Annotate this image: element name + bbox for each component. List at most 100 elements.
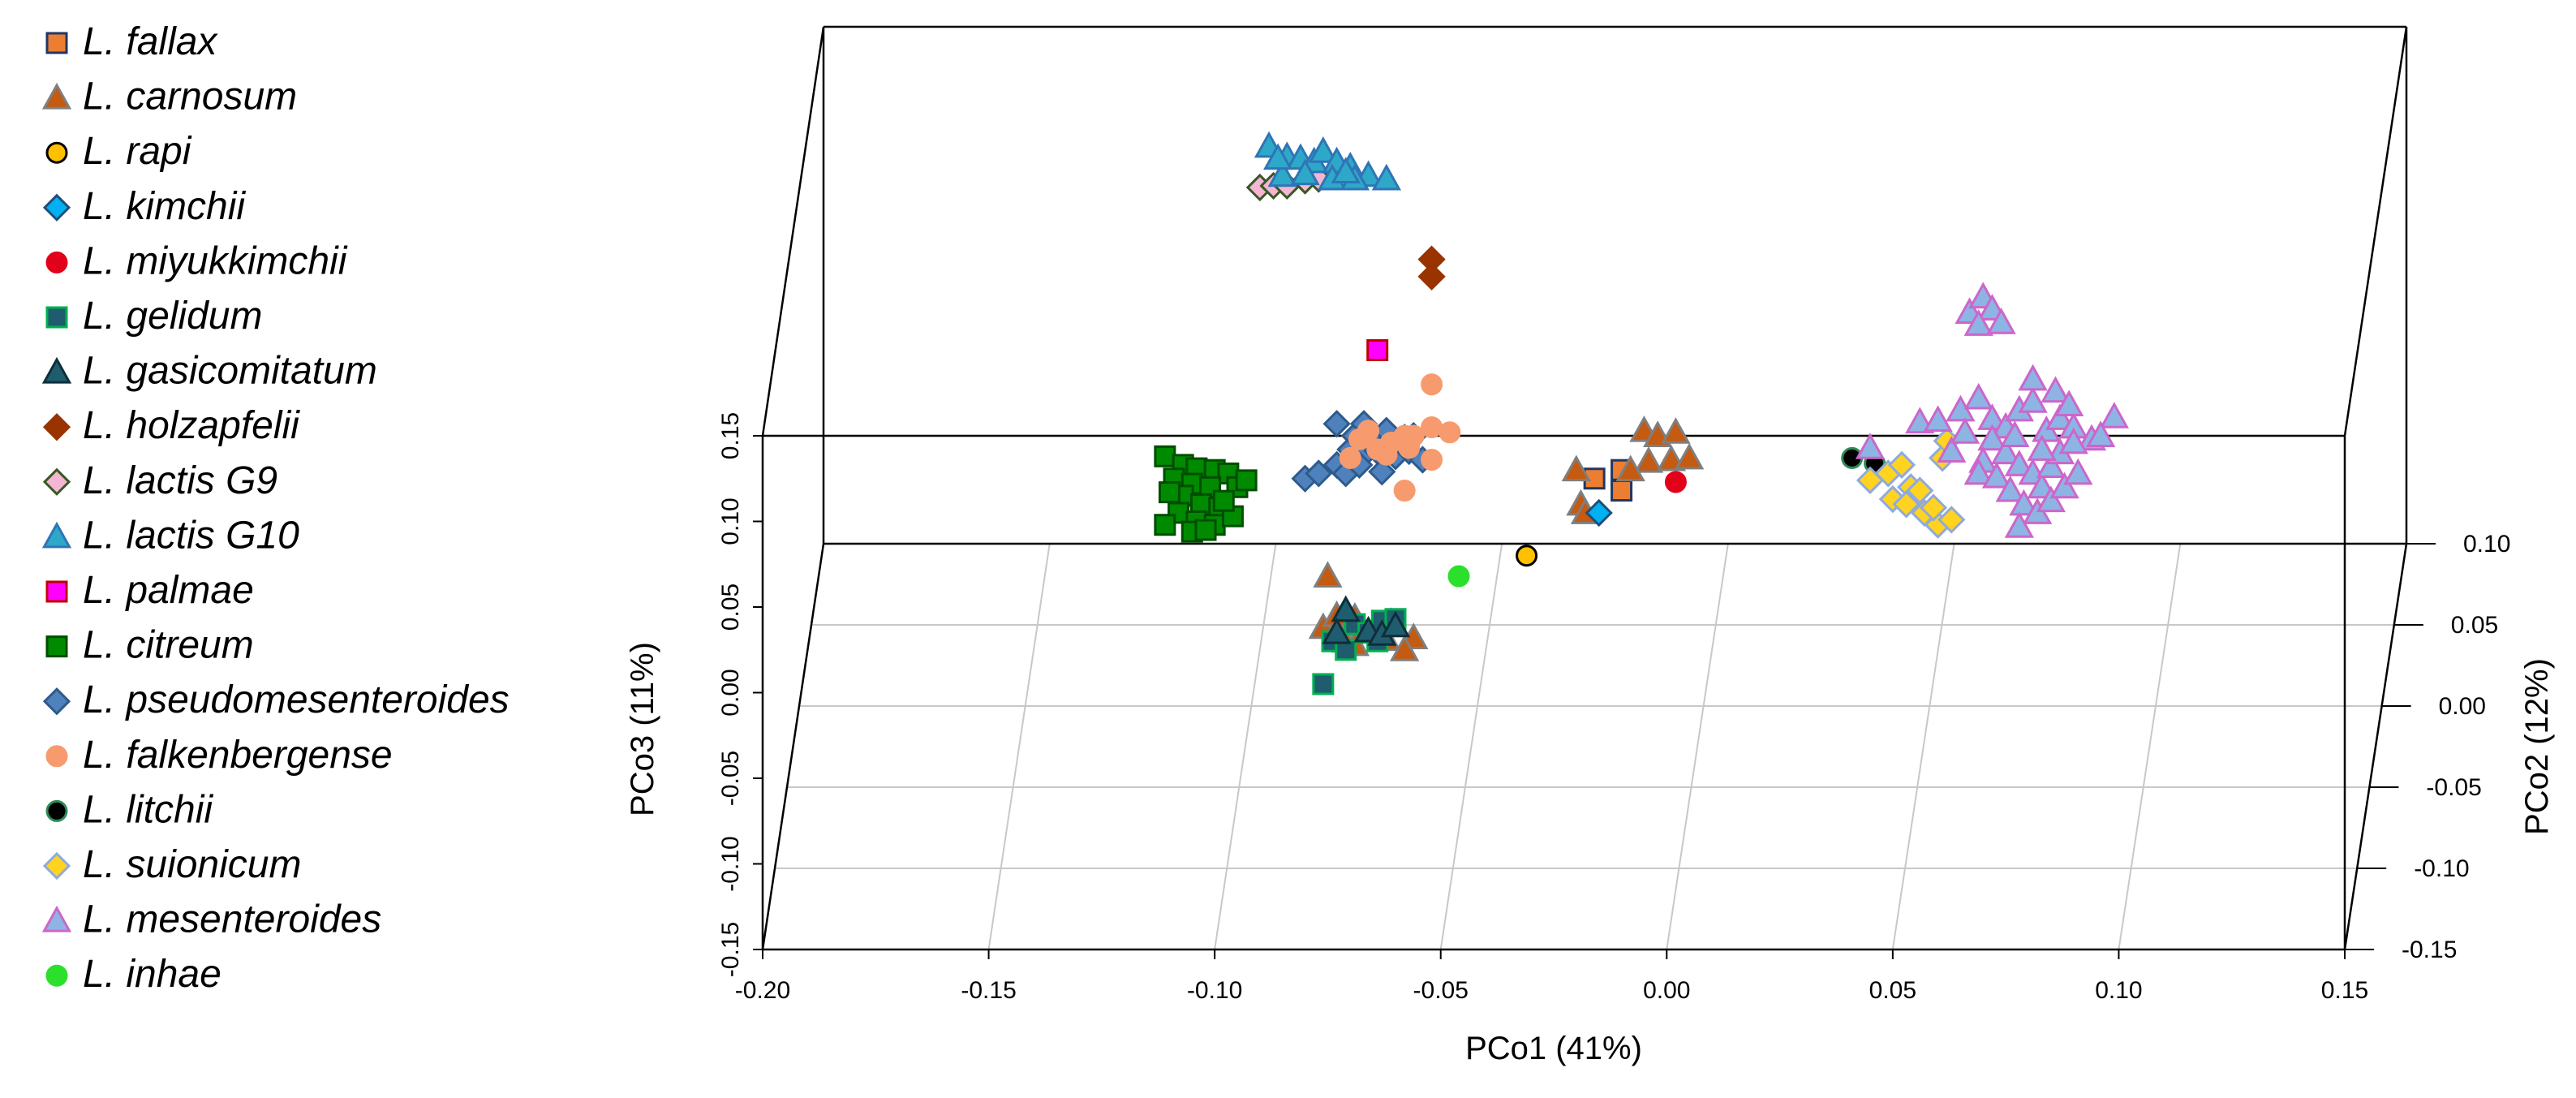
data-point: [2027, 434, 2057, 461]
data-point: [1267, 160, 1297, 187]
legend-entry: L. pseudomesenteroides: [42, 678, 510, 721]
data-point: [2053, 390, 2084, 416]
data-point: [1439, 421, 1461, 444]
y-tick-label: -0.10: [717, 836, 744, 891]
legend-marker-icon: [45, 580, 68, 603]
y-tick-label: 0.10: [717, 497, 744, 545]
legend-label: L. mesenteroides: [83, 898, 381, 941]
series-l-mesenteroides: [1855, 282, 2130, 538]
legend-entry: L. holzapfelii: [42, 404, 300, 447]
z-tick-label: -0.05: [2426, 774, 2481, 801]
data-point: [1995, 475, 2025, 502]
legend-marker-icon: [45, 32, 68, 54]
legend-entry: L. gelidum: [45, 295, 262, 338]
x-tick-label: -0.20: [735, 977, 790, 1004]
data-point: [1421, 373, 1443, 396]
data-point: [1906, 476, 1934, 505]
legend-marker-icon: [45, 635, 68, 658]
data-point: [1235, 469, 1258, 492]
data-point: [1380, 610, 1411, 638]
legend-label: L. citreum: [83, 624, 254, 667]
data-point: [1986, 308, 2016, 334]
data-point: [2041, 376, 2071, 403]
data-point: [2085, 420, 2116, 447]
legend-marker-icon: [45, 745, 68, 768]
data-point: [1168, 502, 1190, 524]
data-point: [1371, 163, 1402, 191]
data-point: [2063, 458, 2093, 485]
data-point: [1331, 595, 1361, 622]
legend-entry: L. carnosum: [41, 75, 297, 118]
x-axis-title: PCo1 (41%): [1465, 1031, 1642, 1066]
data-point: [1963, 309, 1993, 336]
data-point: [1855, 433, 1886, 459]
data-point: [1331, 157, 1361, 184]
legend-entry: L. gasicomitatum: [41, 350, 377, 393]
legend-label: L. falkenbergense: [83, 734, 393, 777]
legend-label: L. suionicum: [83, 843, 301, 886]
data-point: [2049, 471, 2079, 499]
legend-entry: L. suionicum: [42, 843, 301, 886]
series-l-inhae: [1447, 565, 1470, 588]
data-point: [1887, 450, 1916, 479]
data-point: [2036, 485, 2066, 513]
data-point: [1664, 471, 1687, 493]
data-point: [1937, 436, 1967, 463]
floor-gridline-x: [1439, 543, 1503, 950]
z-tick-label: -0.15: [2402, 937, 2457, 963]
data-point: [1611, 480, 1633, 502]
data-point: [1963, 382, 1993, 410]
z-tick-label: 0.05: [2451, 612, 2498, 639]
series-l-kimchii: [1585, 498, 1613, 527]
data-point: [1194, 519, 1217, 541]
legend-marker-icon: [45, 799, 68, 822]
legend-label: L. miyukkimchii: [83, 239, 348, 282]
data-point: [1312, 673, 1335, 695]
data-point: [1633, 446, 1664, 473]
legend-label: L. pseudomesenteroides: [83, 678, 510, 721]
legend-label: L. holzapfelii: [83, 404, 300, 447]
floor-gridline-x: [1214, 543, 1277, 950]
legend-marker-icon: [45, 964, 68, 987]
legend-marker-icon: [45, 306, 68, 329]
data-point: [1393, 480, 1416, 502]
y-tick-label: 0.00: [717, 669, 744, 716]
legend-label: L. carnosum: [83, 75, 297, 118]
z-tick-label: 0.00: [2439, 693, 2486, 720]
data-point: [1561, 454, 1592, 482]
series-l-miyukkimchii: [1664, 471, 1687, 493]
legend-entry: L. lactis G10: [41, 514, 299, 557]
series-l-lactis-g10: [1254, 131, 1402, 191]
data-point: [2009, 489, 2039, 516]
legend-marker-icon: [42, 687, 71, 716]
data-point: [1308, 136, 1339, 163]
data-point: [1447, 565, 1470, 588]
x-tick-label: 0.15: [2321, 977, 2368, 1004]
data-point: [1919, 493, 1948, 522]
data-point: [1615, 454, 1645, 482]
z-tick-label: 0.10: [2463, 531, 2510, 558]
data-point: [1923, 405, 1953, 432]
z-axis-title: PCo2 (12%): [2519, 658, 2555, 835]
legend-marker-icon: [45, 141, 68, 164]
data-point: [1313, 561, 1343, 588]
y-tick-label: -0.15: [717, 922, 744, 977]
y-axis-title: PCo3 (11%): [625, 642, 660, 816]
y-tick-label: -0.05: [717, 751, 744, 806]
data-point: [1322, 410, 1351, 438]
data-point: [1585, 498, 1613, 527]
legend-label: L. lactis G10: [83, 514, 299, 557]
data-point: [1154, 514, 1176, 536]
data-point: [1661, 417, 1691, 444]
data-point: [1305, 459, 1333, 488]
data-point: [2004, 511, 2035, 538]
data-point: [2036, 451, 2066, 478]
series-l-falkenbergense: [1339, 373, 1461, 502]
legend-entry: L. falkenbergense: [45, 734, 393, 777]
x-tick-label: -0.10: [1187, 977, 1242, 1004]
series-l-gasicomitatum: [1322, 595, 1411, 646]
data-point: [1290, 158, 1320, 186]
legend-label: L. gasicomitatum: [83, 350, 377, 393]
x-tick-label: 0.10: [2095, 977, 2142, 1004]
